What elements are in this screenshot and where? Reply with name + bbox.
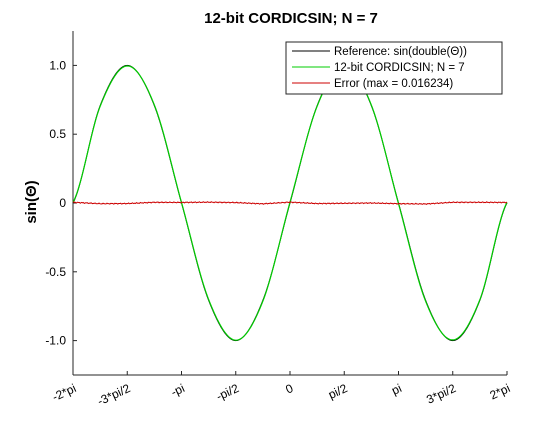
y-tick-label: 1.0 [49,58,66,72]
x-tick-label: -3*pi/2 [95,381,133,408]
series-line-3 [72,201,508,206]
y-tick-label: -1.0 [45,334,66,348]
x-tick-label: 0 [283,381,295,397]
x-tick-label: pi/2 [326,381,350,402]
x-tick-label: -2*pi [50,381,78,404]
legend: Reference: sin(double(Θ)) 12-bit CORDICSI… [285,41,503,95]
x-tick-label: 2*pi [488,381,513,402]
x-tick-label: 3*pi/2 [424,381,458,407]
legend-entry-label: Reference: sin(double(Θ)) [334,46,467,58]
y-tick-label: 0.5 [49,127,66,141]
y-tick-label: 0 [59,196,66,210]
legend-entry-label: Error (max = 0.016234) [334,78,453,90]
y-axis-label: sin(Θ) [23,180,40,223]
x-tick-label: -pi/2 [214,381,241,404]
chart-title: 12-bit CORDICSIN; N = 7 [204,10,378,27]
x-tick-label: -pi [169,381,187,399]
y-tick-label: -0.5 [45,265,66,279]
x-tick-label: pi [389,381,403,398]
legend-entry-label: 12-bit CORDICSIN; N = 7 [334,62,465,74]
